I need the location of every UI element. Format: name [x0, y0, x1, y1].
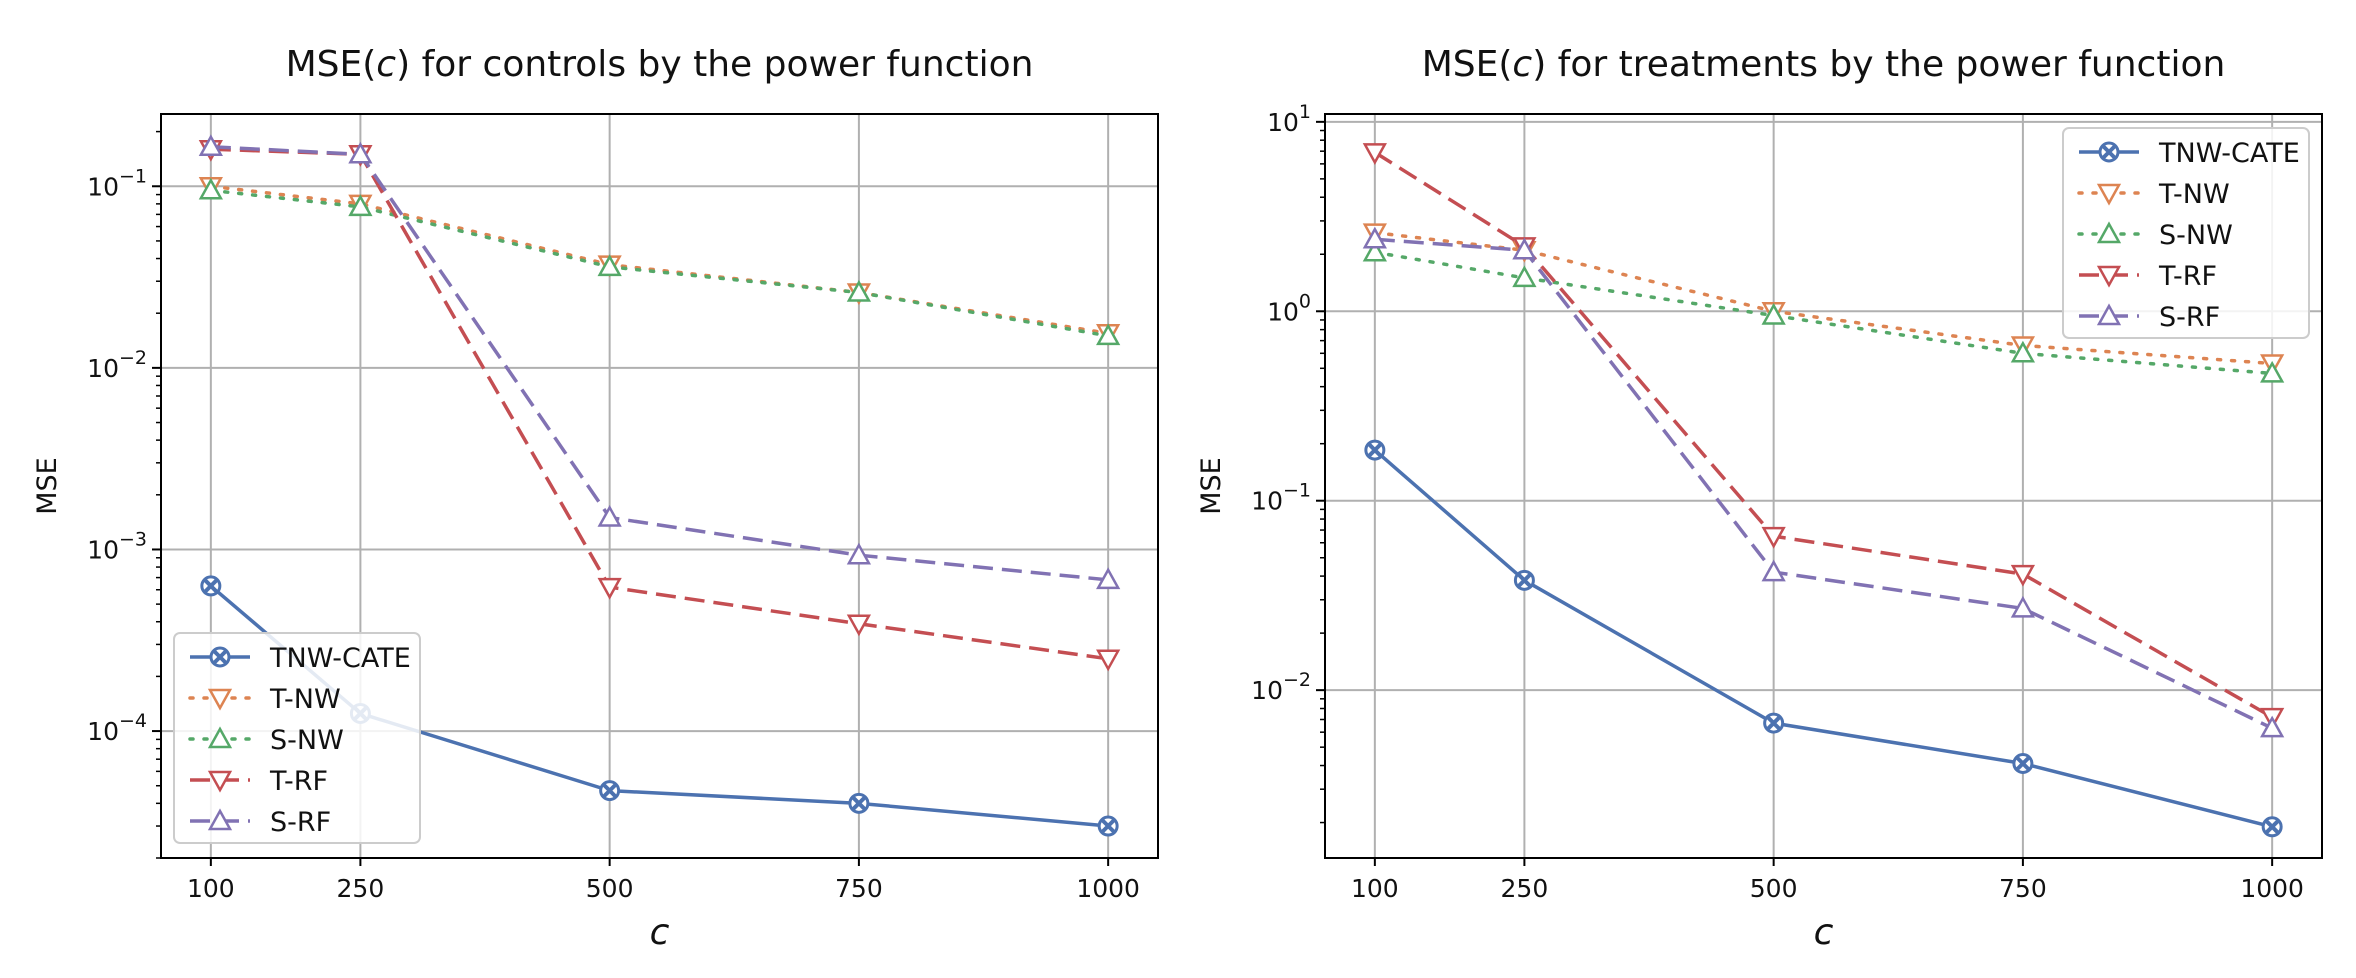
data-point-0-3-cross	[2015, 756, 2030, 771]
data-point-2-3	[846, 279, 872, 302]
legend-marker-1	[2096, 183, 2122, 206]
legend: TNW-CATE T-NW S-NW T-RF S-RF	[2062, 127, 2310, 339]
y-tick-label-1: 10−3	[87, 528, 147, 564]
data-point-4-1	[348, 141, 373, 164]
data-point-3-3	[2010, 564, 2036, 587]
series-line-2	[209, 188, 1110, 338]
data-point-3-2	[597, 577, 622, 600]
legend-marker-3	[207, 770, 233, 793]
x-tick-label-0: 100	[187, 874, 235, 903]
data-point-0-3-cross	[851, 796, 866, 811]
x-tick-label-4: 1000	[1076, 874, 1140, 903]
chart-title: MSE(c) for treatments by the power funct…	[1422, 44, 2226, 85]
data-point-0-1-cross	[1517, 573, 1532, 588]
data-point-4-1	[1512, 237, 1537, 260]
data-point-2-2	[597, 254, 622, 277]
y-axis-label: MSE	[1196, 457, 1227, 515]
x-tick-label-4: 1000	[2240, 874, 2304, 903]
y-tick-label-1: 10−1	[1251, 480, 1311, 516]
chart-title: MSE(c) for controls by the power functio…	[286, 44, 1034, 85]
legend-marker-2	[2096, 221, 2122, 244]
legend-marker-3	[2096, 265, 2122, 288]
data-point-0-2-cross	[602, 783, 617, 798]
x-tick-label-2: 500	[586, 874, 634, 903]
data-point-2-2	[1761, 302, 1786, 325]
legend-label-3: T-RF	[2158, 261, 2217, 292]
legend-box	[173, 632, 421, 844]
data-point-2-0	[1362, 239, 1387, 262]
legend-marker-0-cross	[2102, 145, 2116, 159]
data-point-4-4	[2260, 715, 2285, 738]
x-axis-label: c	[1814, 912, 1834, 953]
x-axis-label: c	[650, 912, 670, 953]
data-point-4-2	[597, 504, 622, 527]
x-tick-label-1: 250	[337, 874, 385, 903]
y-tick-label-3: 101	[1267, 101, 1311, 137]
data-point-2-1	[1512, 265, 1537, 288]
data-point-4-0	[198, 134, 223, 157]
plot-frame	[1324, 113, 2323, 859]
data-point-4-3	[2010, 595, 2036, 618]
data-point-4-3	[846, 542, 872, 565]
data-point-0-0-cross	[203, 578, 218, 593]
legend-label-0: TNW-CATE	[269, 643, 411, 674]
legend-marker-0-cross	[213, 650, 227, 664]
x-tick-label-0: 100	[1351, 874, 1399, 903]
y-tick-label-2: 100	[1267, 290, 1311, 326]
data-point-4-4	[1096, 567, 1121, 590]
data-point-2-4	[2260, 360, 2285, 383]
legend-marker-4	[2096, 303, 2122, 326]
legend-label-3: T-RF	[269, 766, 328, 797]
legend-label-2: S-NW	[270, 725, 344, 756]
series-line-3	[210, 147, 1109, 661]
data-point-0-4-cross	[1101, 819, 1116, 834]
y-tick-label-3: 10−1	[87, 165, 147, 201]
x-tick-label-3: 750	[835, 874, 883, 903]
data-point-0-4-cross	[2265, 819, 2280, 834]
data-point-2-4	[1096, 323, 1121, 346]
data-point-4-0	[1362, 226, 1387, 249]
data-point-3-4	[1096, 649, 1121, 672]
legend-label-4: S-RF	[2159, 302, 2220, 333]
x-tick-label-3: 750	[1999, 874, 2047, 903]
legend-box	[2062, 127, 2310, 339]
x-tick-label-1: 250	[1501, 874, 1549, 903]
legend-label-1: T-NW	[2158, 179, 2230, 210]
series-line-2	[1373, 250, 2274, 376]
legend: TNW-CATE T-NW S-NW T-RF S-RF	[173, 632, 421, 844]
y-tick-label-0: 10−2	[1251, 669, 1311, 705]
legend-marker-1	[207, 688, 233, 711]
data-point-0-0-cross	[1367, 443, 1382, 458]
y-tick-label-2: 10−2	[87, 347, 147, 383]
chart-2: 100 250 500 750 1000 10−2 10−1 100 101 c MSE MSE(c)…	[1196, 44, 2323, 953]
data-point-2-1	[348, 194, 373, 217]
y-axis-label: MSE	[32, 457, 63, 515]
data-point-3-0	[1362, 143, 1387, 165]
legend-marker-2	[207, 726, 233, 749]
legend-label-2: S-NW	[2159, 220, 2233, 251]
data-point-2-0	[198, 177, 223, 200]
legend-label-1: T-NW	[269, 684, 341, 715]
plot-frame	[160, 113, 1159, 859]
data-point-3-2	[1761, 526, 1786, 549]
series-line-4	[210, 145, 1109, 582]
y-tick-label-0: 10−4	[87, 710, 147, 746]
chart-1: 100 250 500 750 1000 10−4 10−3 10−2 10−1 c MSE MSE(…	[32, 44, 1159, 953]
data-point-2-3	[2010, 340, 2036, 363]
data-point-4-2	[1761, 559, 1786, 582]
legend-label-4: S-RF	[270, 807, 331, 838]
legend-label-0: TNW-CATE	[2158, 138, 2300, 169]
x-tick-label-2: 500	[1750, 874, 1798, 903]
data-point-3-3	[846, 614, 872, 637]
data-point-0-2-cross	[1766, 716, 1781, 731]
legend-marker-4	[207, 808, 233, 831]
